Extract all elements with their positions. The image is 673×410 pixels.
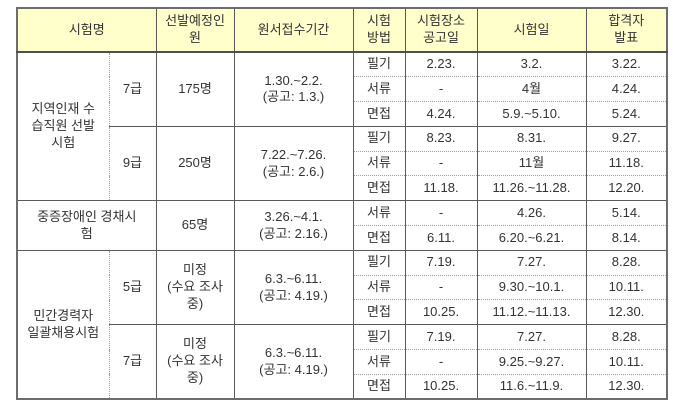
exam-date-cell: 4.26.: [476, 200, 587, 226]
pass-date-cell: 5.24.: [585, 101, 668, 127]
venue-notice-cell: 10.25.: [404, 299, 478, 325]
table-row: 민간경력자 일괄채용시험 5급 미정 (수요 조사 중) 6.3.~6.11. …: [16, 249, 668, 400]
quota-cell: 250명: [155, 125, 235, 201]
header-venue-notice: 시험장소 공고일: [404, 8, 478, 53]
exam-date-cell: 7.27.: [476, 249, 587, 276]
method-cell: 서류: [352, 349, 406, 375]
period-cell: 7.22.~7.26. (공고: 2.6.): [233, 125, 354, 201]
pass-date-cell: 4.24.: [585, 76, 668, 102]
pass-date-cell: 5.14.: [585, 200, 668, 226]
method-cell: 필기: [352, 249, 406, 276]
venue-notice-cell: -: [404, 349, 478, 375]
header-exam-name: 시험명: [16, 8, 157, 53]
method-cell: 면접: [352, 225, 406, 251]
exam-date-cell: 8.31.: [476, 125, 587, 152]
exam-schedule-table: 시험명 선발예정인 원 원서접수기간 시험 방법 시험장소 공고일 시험일 합격…: [16, 7, 669, 401]
header-quota: 선발예정인 원: [155, 8, 235, 53]
table-row: 서류 - 11월 11.18.: [17, 150, 668, 176]
method-cell: 면접: [352, 373, 406, 400]
grade-cell: 7급: [108, 51, 157, 127]
grade-cell: 9급: [108, 125, 157, 201]
method-cell: 필기: [352, 51, 406, 77]
table-row: 서류 - 9.25.~9.27. 10.11.: [17, 349, 668, 375]
table-row: 면접 10.25. 11.6.~11.9. 12.30.: [17, 373, 668, 400]
header-exam-date: 시험일: [476, 8, 587, 53]
pass-date-cell: 8.14.: [585, 225, 668, 251]
method-cell: 면접: [352, 101, 406, 127]
quota-cell: 175명: [155, 51, 235, 127]
quota-cell: 65명: [155, 200, 235, 251]
exam-date-cell: 5.9.~5.10.: [476, 101, 587, 127]
pass-date-cell: 9.27.: [585, 125, 668, 152]
exam-date-cell: 11.12.~11.13.: [476, 299, 587, 325]
period-cell: 6.3.~6.11. (공고: 4.19.): [233, 249, 354, 325]
table-row: 면접 11.18. 11.26.~11.28. 12.20.: [17, 175, 668, 201]
exam-date-cell: 9.25.~9.27.: [476, 349, 587, 375]
venue-notice-cell: -: [404, 274, 478, 300]
pass-date-cell: 12.30.: [585, 373, 668, 400]
venue-notice-cell: 11.18.: [404, 175, 478, 201]
method-cell: 면접: [352, 175, 406, 201]
venue-notice-cell: 7.19.: [404, 324, 478, 350]
table-row: 지역인재 수 습직원 선발 시험 7급 175명 1.30.~2.2. (공고:…: [16, 51, 668, 201]
table-row: 중증장애인 경채시 험 65명 3.26.~4.1. (공고: 2.16.) 서…: [16, 200, 668, 251]
venue-notice-cell: -: [404, 76, 478, 102]
method-cell: 서류: [352, 76, 406, 102]
table-row: 면접 6.11. 6.20.~6.21. 8.14.: [17, 225, 668, 251]
venue-notice-cell: 4.24.: [404, 101, 478, 127]
table-row: 서류 - 9.30.~10.1. 10.11.: [17, 274, 668, 300]
table-row: 7급 미정 (수요 조사 중) 6.3.~6.11. (공고: 4.19.) 필…: [17, 324, 668, 400]
venue-notice-cell: -: [404, 200, 478, 226]
method-cell: 서류: [352, 150, 406, 176]
quota-cell: 미정 (수요 조사 중): [155, 324, 235, 400]
header-row: 시험명 선발예정인 원 원서접수기간 시험 방법 시험장소 공고일 시험일 합격…: [16, 8, 668, 53]
exam-date-cell: 11.26.~11.28.: [476, 175, 587, 201]
grade-cell: 5급: [108, 249, 157, 325]
method-cell: 필기: [352, 125, 406, 152]
period-cell: 6.3.~6.11. (공고: 4.19.): [233, 324, 354, 400]
pass-date-cell: 8.28.: [585, 324, 668, 350]
venue-notice-cell: 10.25.: [404, 373, 478, 400]
table-row: 9급 250명 7.22.~7.26. (공고: 2.6.) 필기 8.23. …: [17, 125, 668, 201]
method-cell: 면접: [352, 299, 406, 325]
header-application-period: 원서접수기간: [233, 8, 354, 53]
venue-notice-cell: 2.23.: [404, 51, 478, 77]
pass-date-cell: 3.22.: [585, 51, 668, 77]
exam-date-cell: 6.20.~6.21.: [476, 225, 587, 251]
method-cell: 필기: [352, 324, 406, 350]
table-row: 서류 - 4월 4.24.: [17, 76, 668, 102]
venue-notice-cell: -: [404, 150, 478, 176]
header-pass-announcement: 합격자 발표: [585, 8, 668, 53]
venue-notice-cell: 6.11.: [404, 225, 478, 251]
pass-date-cell: 10.11.: [585, 274, 668, 300]
method-cell: 서류: [352, 274, 406, 300]
pass-date-cell: 10.11.: [585, 349, 668, 375]
exam-name-cell: 지역인재 수 습직원 선발 시험: [16, 51, 109, 201]
exam-date-cell: 11.6.~11.9.: [476, 373, 587, 400]
pass-date-cell: 11.18.: [585, 150, 668, 176]
exam-date-cell: 11월: [476, 150, 587, 176]
exam-date-cell: 3.2.: [476, 51, 587, 77]
table-row: 면접 10.25. 11.12.~11.13. 12.30.: [17, 299, 668, 325]
table-row: 면접 4.24. 5.9.~5.10. 5.24.: [17, 101, 668, 127]
period-cell: 1.30.~2.2. (공고: 1.3.): [233, 51, 354, 127]
grade-cell: 7급: [108, 324, 157, 400]
pass-date-cell: 12.20.: [585, 175, 668, 201]
pass-date-cell: 12.30.: [585, 299, 668, 325]
pass-date-cell: 8.28.: [585, 249, 668, 276]
exam-name-cell: 민간경력자 일괄채용시험: [16, 249, 109, 400]
exam-date-cell: 4월: [476, 76, 587, 102]
exam-name-cell: 중증장애인 경채시 험: [16, 200, 157, 251]
period-cell: 3.26.~4.1. (공고: 2.16.): [233, 200, 354, 251]
venue-notice-cell: 8.23.: [404, 125, 478, 152]
exam-date-cell: 7.27.: [476, 324, 587, 350]
exam-date-cell: 9.30.~10.1.: [476, 274, 587, 300]
venue-notice-cell: 7.19.: [404, 249, 478, 276]
header-method: 시험 방법: [352, 8, 406, 53]
method-cell: 서류: [352, 200, 406, 226]
quota-cell: 미정 (수요 조사 중): [155, 249, 235, 325]
